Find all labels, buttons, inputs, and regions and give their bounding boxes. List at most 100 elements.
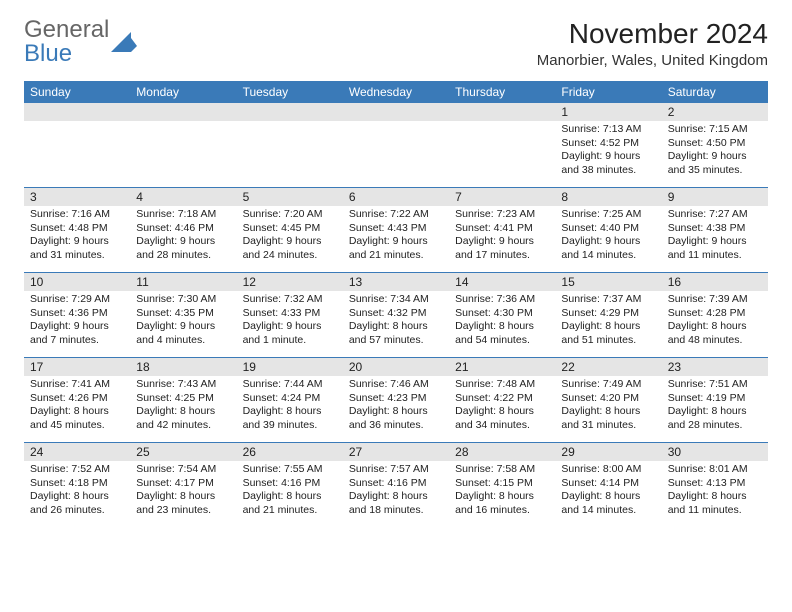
daylight1-line: Daylight: 9 hours bbox=[30, 320, 124, 334]
daylight2-line: and 14 minutes. bbox=[561, 249, 655, 263]
sunset-line: Sunset: 4:16 PM bbox=[243, 477, 337, 491]
day-number: 15 bbox=[555, 273, 661, 291]
day-number: 13 bbox=[343, 273, 449, 291]
day-number: 22 bbox=[555, 358, 661, 376]
daylight2-line: and 7 minutes. bbox=[30, 334, 124, 348]
logo: General Blue bbox=[24, 18, 137, 66]
calendar-cell bbox=[237, 103, 343, 187]
sunset-line: Sunset: 4:15 PM bbox=[455, 477, 549, 491]
daylight1-line: Daylight: 9 hours bbox=[561, 235, 655, 249]
daylight1-line: Daylight: 8 hours bbox=[136, 405, 230, 419]
day-details: Sunrise: 7:25 AMSunset: 4:40 PMDaylight:… bbox=[555, 206, 661, 267]
logo-line2: Blue bbox=[24, 42, 109, 66]
sunset-line: Sunset: 4:35 PM bbox=[136, 307, 230, 321]
daylight2-line: and 14 minutes. bbox=[561, 504, 655, 518]
calendar-cell: 19Sunrise: 7:44 AMSunset: 4:24 PMDayligh… bbox=[237, 358, 343, 442]
dayhdr-sun: Sunday bbox=[24, 81, 130, 103]
calendar-cell: 9Sunrise: 7:27 AMSunset: 4:38 PMDaylight… bbox=[662, 188, 768, 272]
daylight2-line: and 51 minutes. bbox=[561, 334, 655, 348]
dayhdr-tue: Tuesday bbox=[237, 81, 343, 103]
calendar-cell: 4Sunrise: 7:18 AMSunset: 4:46 PMDaylight… bbox=[130, 188, 236, 272]
sunset-line: Sunset: 4:32 PM bbox=[349, 307, 443, 321]
day-details: Sunrise: 7:37 AMSunset: 4:29 PMDaylight:… bbox=[555, 291, 661, 352]
day-details: Sunrise: 7:55 AMSunset: 4:16 PMDaylight:… bbox=[237, 461, 343, 522]
daylight2-line: and 39 minutes. bbox=[243, 419, 337, 433]
daylight1-line: Daylight: 9 hours bbox=[136, 235, 230, 249]
day-number: 19 bbox=[237, 358, 343, 376]
day-number: 21 bbox=[449, 358, 555, 376]
day-details: Sunrise: 8:00 AMSunset: 4:14 PMDaylight:… bbox=[555, 461, 661, 522]
daylight1-line: Daylight: 8 hours bbox=[455, 320, 549, 334]
week-row: 24Sunrise: 7:52 AMSunset: 4:18 PMDayligh… bbox=[24, 442, 768, 527]
daylight2-line: and 16 minutes. bbox=[455, 504, 549, 518]
sunrise-line: Sunrise: 7:16 AM bbox=[30, 208, 124, 222]
day-number: 11 bbox=[130, 273, 236, 291]
day-number: 24 bbox=[24, 443, 130, 461]
calendar-cell: 2Sunrise: 7:15 AMSunset: 4:50 PMDaylight… bbox=[662, 103, 768, 187]
sunrise-line: Sunrise: 7:27 AM bbox=[668, 208, 762, 222]
calendar-cell: 22Sunrise: 7:49 AMSunset: 4:20 PMDayligh… bbox=[555, 358, 661, 442]
day-number: 26 bbox=[237, 443, 343, 461]
dayhdr-thu: Thursday bbox=[449, 81, 555, 103]
calendar-cell: 28Sunrise: 7:58 AMSunset: 4:15 PMDayligh… bbox=[449, 443, 555, 527]
daylight1-line: Daylight: 9 hours bbox=[30, 235, 124, 249]
sunset-line: Sunset: 4:40 PM bbox=[561, 222, 655, 236]
sunrise-line: Sunrise: 7:43 AM bbox=[136, 378, 230, 392]
week-row: 3Sunrise: 7:16 AMSunset: 4:48 PMDaylight… bbox=[24, 187, 768, 272]
daylight1-line: Daylight: 8 hours bbox=[455, 490, 549, 504]
sunset-line: Sunset: 4:13 PM bbox=[668, 477, 762, 491]
day-details: Sunrise: 7:41 AMSunset: 4:26 PMDaylight:… bbox=[24, 376, 130, 437]
logo-line1: General bbox=[24, 18, 109, 42]
calendar-cell: 20Sunrise: 7:46 AMSunset: 4:23 PMDayligh… bbox=[343, 358, 449, 442]
day-header-row: Sunday Monday Tuesday Wednesday Thursday… bbox=[24, 81, 768, 103]
sunrise-line: Sunrise: 7:58 AM bbox=[455, 463, 549, 477]
daylight1-line: Daylight: 8 hours bbox=[561, 490, 655, 504]
day-details: Sunrise: 7:54 AMSunset: 4:17 PMDaylight:… bbox=[130, 461, 236, 522]
calendar-cell: 26Sunrise: 7:55 AMSunset: 4:16 PMDayligh… bbox=[237, 443, 343, 527]
calendar: Sunday Monday Tuesday Wednesday Thursday… bbox=[24, 81, 768, 527]
daylight1-line: Daylight: 8 hours bbox=[349, 320, 443, 334]
day-number: 18 bbox=[130, 358, 236, 376]
daylight1-line: Daylight: 9 hours bbox=[243, 320, 337, 334]
daylight1-line: Daylight: 9 hours bbox=[243, 235, 337, 249]
daylight1-line: Daylight: 8 hours bbox=[455, 405, 549, 419]
day-number bbox=[130, 103, 236, 121]
day-number: 9 bbox=[662, 188, 768, 206]
day-number bbox=[343, 103, 449, 121]
sunset-line: Sunset: 4:25 PM bbox=[136, 392, 230, 406]
daylight1-line: Daylight: 8 hours bbox=[136, 490, 230, 504]
day-details: Sunrise: 7:32 AMSunset: 4:33 PMDaylight:… bbox=[237, 291, 343, 352]
calendar-cell: 5Sunrise: 7:20 AMSunset: 4:45 PMDaylight… bbox=[237, 188, 343, 272]
sunrise-line: Sunrise: 7:29 AM bbox=[30, 293, 124, 307]
sunset-line: Sunset: 4:30 PM bbox=[455, 307, 549, 321]
calendar-cell bbox=[130, 103, 236, 187]
day-number: 29 bbox=[555, 443, 661, 461]
day-number: 20 bbox=[343, 358, 449, 376]
calendar-cell: 13Sunrise: 7:34 AMSunset: 4:32 PMDayligh… bbox=[343, 273, 449, 357]
day-number: 17 bbox=[24, 358, 130, 376]
calendar-cell: 6Sunrise: 7:22 AMSunset: 4:43 PMDaylight… bbox=[343, 188, 449, 272]
calendar-cell: 16Sunrise: 7:39 AMSunset: 4:28 PMDayligh… bbox=[662, 273, 768, 357]
day-number bbox=[24, 103, 130, 121]
daylight1-line: Daylight: 8 hours bbox=[243, 405, 337, 419]
day-number: 4 bbox=[130, 188, 236, 206]
dayhdr-mon: Monday bbox=[130, 81, 236, 103]
sunrise-line: Sunrise: 7:41 AM bbox=[30, 378, 124, 392]
daylight1-line: Daylight: 8 hours bbox=[349, 490, 443, 504]
day-details: Sunrise: 7:49 AMSunset: 4:20 PMDaylight:… bbox=[555, 376, 661, 437]
header: General Blue November 2024 Manorbier, Wa… bbox=[24, 18, 768, 69]
sunrise-line: Sunrise: 7:15 AM bbox=[668, 123, 762, 137]
daylight2-line: and 31 minutes. bbox=[30, 249, 124, 263]
sunrise-line: Sunrise: 7:55 AM bbox=[243, 463, 337, 477]
daylight1-line: Daylight: 8 hours bbox=[668, 490, 762, 504]
calendar-cell: 8Sunrise: 7:25 AMSunset: 4:40 PMDaylight… bbox=[555, 188, 661, 272]
daylight2-line: and 23 minutes. bbox=[136, 504, 230, 518]
sunrise-line: Sunrise: 8:00 AM bbox=[561, 463, 655, 477]
sunset-line: Sunset: 4:16 PM bbox=[349, 477, 443, 491]
daylight2-line: and 45 minutes. bbox=[30, 419, 124, 433]
sunset-line: Sunset: 4:24 PM bbox=[243, 392, 337, 406]
sunset-line: Sunset: 4:17 PM bbox=[136, 477, 230, 491]
day-number: 12 bbox=[237, 273, 343, 291]
daylight2-line: and 36 minutes. bbox=[349, 419, 443, 433]
daylight2-line: and 34 minutes. bbox=[455, 419, 549, 433]
